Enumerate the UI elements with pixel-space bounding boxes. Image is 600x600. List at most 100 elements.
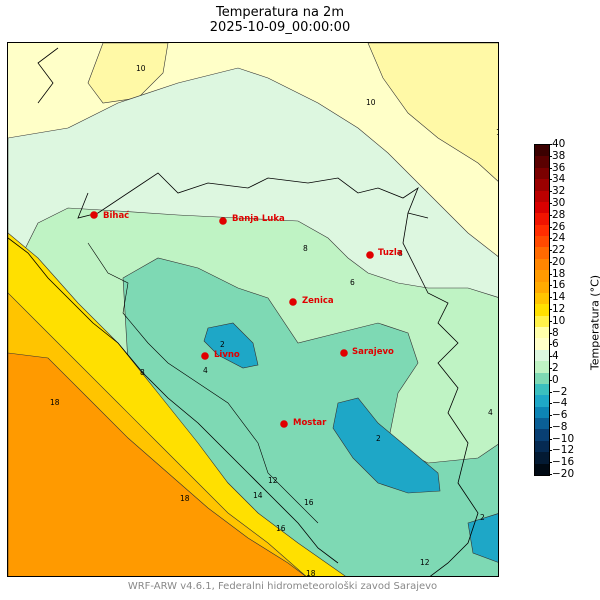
contour-label: 18 (180, 494, 190, 503)
colorbar-tick-label: 16 (548, 279, 566, 292)
city-label: Tuzla (378, 248, 403, 258)
city-livno[interactable]: Livno (201, 350, 240, 360)
colorbar-tick-label: 34 (548, 173, 566, 186)
border-north (77, 172, 429, 219)
colorbar-segment (535, 270, 549, 283)
colorbar-segment (535, 372, 549, 385)
contour-label: 16 (304, 498, 314, 507)
city-marker (280, 420, 288, 428)
colorbar-segment (535, 315, 549, 328)
contour-label: 2 (220, 340, 225, 349)
zone-blue-livno (203, 322, 259, 369)
city-marker (219, 217, 227, 225)
city-label: Banja Luka (232, 214, 285, 224)
contour-label: 12 (268, 476, 278, 485)
contour-label: 10 (496, 128, 499, 137)
colorbar-tick-label: −20 (548, 468, 575, 480)
colorbar-tick-label: 22 (548, 244, 566, 257)
colorbar-segment (535, 349, 549, 362)
colorbar-tick-label: 30 (548, 196, 566, 209)
city-label: Mostar (293, 418, 327, 428)
contour-label: 18 (50, 398, 60, 407)
colorbar-segment (535, 361, 549, 374)
colorbar-tick-label: 24 (548, 232, 566, 245)
colorbar-tick-label: 14 (548, 291, 566, 304)
colorbar-tick-label: −2 (548, 385, 568, 398)
city-marker (90, 211, 98, 219)
colorbar-tick-label: −10 (548, 432, 575, 445)
city-bihac[interactable]: Bihać (90, 210, 129, 221)
border-nw (37, 47, 59, 104)
colorbar-tick-label: 40 (548, 138, 566, 150)
colorbar-tick-label: −8 (548, 420, 568, 433)
colorbar-segment (535, 281, 549, 294)
colorbar-tick-label: 8 (549, 326, 559, 339)
colorbar-tick-label: 26 (548, 220, 566, 233)
colorbar-segment (535, 327, 549, 339)
contour-label: 8 (303, 244, 308, 253)
city-banja-luka[interactable]: Banja Luka (219, 214, 285, 225)
colorbar (534, 144, 550, 476)
city-zenica[interactable]: Zenica (289, 296, 334, 306)
city-sarajevo[interactable]: Sarajevo (340, 347, 394, 357)
city-label: Zenica (302, 296, 334, 306)
colorbar-tick-label: 28 (548, 208, 566, 221)
colorbar-segment (535, 236, 549, 248)
contour-label: 4 (488, 408, 493, 417)
colorbar-tick-label: 18 (548, 267, 566, 280)
temperature-map: 10 10 10 8 6 8 4 2 8 4 2 2 18 18 14 16 1… (7, 42, 499, 577)
city-marker (340, 349, 348, 357)
colorbar-segment (535, 258, 549, 271)
contour-label: 8 (398, 249, 403, 258)
colorbar-tick-label: 0 (549, 373, 559, 386)
zone-sea (8, 352, 306, 576)
colorbar-segment (535, 429, 549, 442)
colorbar-segment (535, 452, 549, 465)
colorbar-segment (535, 395, 549, 408)
map-svg: 10 10 10 8 6 8 4 2 8 4 2 2 18 18 14 16 1… (8, 43, 499, 577)
colorbar-tick-label: −16 (548, 456, 575, 469)
colorbar-tick-label: 38 (548, 149, 566, 162)
colorbar-segment (535, 338, 549, 351)
contour-label: 8 (140, 368, 145, 377)
colorbar-segment (535, 179, 549, 191)
contour-label: 14 (253, 491, 263, 500)
colorbar-segment (535, 418, 549, 430)
colorbar-segment (535, 224, 549, 237)
zone-ne-yellow (367, 43, 498, 182)
city-mostar[interactable]: Mostar (280, 418, 327, 428)
city-tuzla[interactable]: Tuzla (366, 248, 403, 259)
colorbar-tick-label: 10 (548, 314, 566, 327)
colorbar-segment (535, 145, 549, 157)
city-marker (289, 298, 297, 306)
colorbar-tick-label: −4 (548, 397, 568, 410)
city-marker (366, 251, 374, 259)
colorbar-segment (535, 406, 549, 419)
colorbar-segment (535, 304, 549, 317)
colorbar-tick-label: 6 (549, 338, 559, 351)
contour-label: 12 (420, 558, 430, 567)
colorbar-tick-label: −6 (548, 409, 568, 422)
zone-blue-se (467, 513, 498, 563)
colorbar-tick-label: −12 (548, 444, 575, 457)
border-inner (87, 242, 319, 524)
colorbar-segment (535, 190, 549, 203)
contour-label: 2 (376, 434, 381, 443)
colorbar-ticks: 40 38 36 34 32 30 28 26 24 22 20 18 16 14 12 10 8 6 4 2 0 −2−… (548, 139, 582, 480)
colorbar-tick-label: 32 (548, 185, 566, 198)
footer-credit: WRF-ARW v4.6.1, Federalni hidrometeorolo… (127, 581, 438, 592)
colorbar-segment (535, 167, 549, 180)
contour-label: 4 (203, 366, 208, 375)
city-label: Sarajevo (352, 347, 394, 357)
contour-label: 18 (306, 569, 316, 577)
city-label: Bihać (103, 210, 129, 221)
colorbar-tick-label: 4 (549, 350, 559, 363)
coastline (8, 237, 339, 564)
zone-blue-east (332, 397, 441, 494)
colorbar-segment (535, 292, 549, 305)
colorbar-label: Temperatura (°C) (588, 274, 600, 371)
contour-label: 2 (480, 513, 485, 522)
colorbar-segment (535, 156, 549, 169)
colorbar-tick-label: 2 (549, 361, 559, 374)
colorbar-segment (535, 201, 549, 214)
